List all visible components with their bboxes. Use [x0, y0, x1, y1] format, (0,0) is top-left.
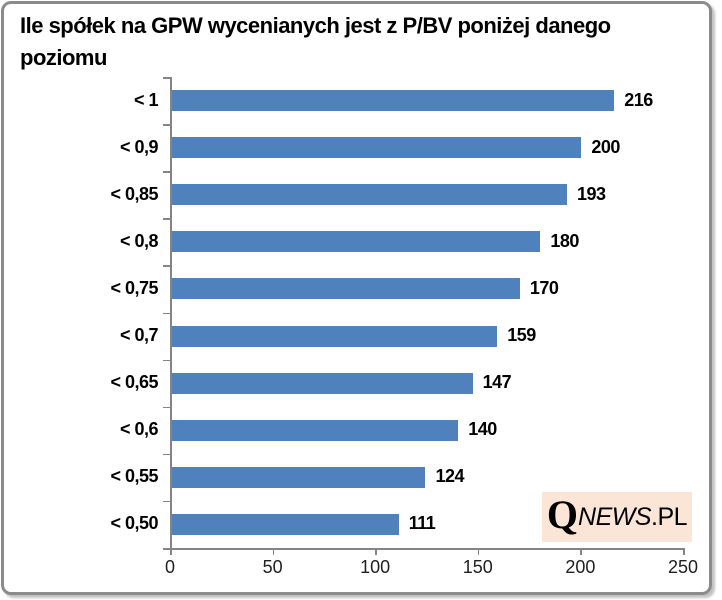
- x-tick: [683, 548, 685, 555]
- category-label: < 0,9: [119, 136, 159, 157]
- y-tick: [163, 548, 170, 550]
- category-label: < 1: [133, 89, 159, 110]
- chart-title: Ile spółek na GPW wycenianych jest z P/B…: [20, 13, 611, 70]
- y-tick: [163, 124, 170, 126]
- x-tick-label: 250: [667, 557, 699, 577]
- x-tick: [375, 548, 377, 555]
- x-tick-label: 200: [565, 557, 596, 577]
- bar: [171, 137, 582, 159]
- logo-domain-suffix: .PL: [651, 502, 688, 531]
- category-label: < 0,8: [119, 230, 159, 251]
- x-tick-label: 100: [360, 557, 391, 577]
- bar-value-label: 147: [482, 372, 512, 393]
- bar-value-label: 193: [577, 183, 606, 204]
- category-label: < 0,75: [110, 277, 158, 298]
- x-tick: [170, 548, 172, 555]
- y-tick: [163, 77, 170, 79]
- category-label: < 0,7: [119, 325, 159, 346]
- bar-value-label: 180: [550, 230, 579, 251]
- bar: [171, 231, 541, 253]
- y-tick: [163, 453, 170, 456]
- bar: [171, 90, 615, 112]
- qnews-logo: Q NEWS .PL: [542, 492, 692, 542]
- bar: [171, 513, 399, 535]
- bar-value-label: 200: [591, 136, 620, 157]
- x-tick: [272, 548, 275, 555]
- bar-value-label: 170: [529, 277, 559, 298]
- bar: [171, 325, 498, 347]
- y-tick: [163, 500, 170, 503]
- y-axis-line: [170, 77, 172, 548]
- category-label: < 0,50: [110, 513, 158, 534]
- bar: [171, 419, 459, 441]
- y-tick: [163, 406, 170, 409]
- x-tick-label: 0: [164, 557, 175, 577]
- bar-value-label: 159: [507, 325, 536, 346]
- x-axis-line: [170, 548, 684, 550]
- bar: [171, 278, 520, 300]
- category-label: < 0,6: [119, 419, 159, 440]
- bar: [171, 372, 473, 394]
- x-tick-label: 150: [462, 557, 493, 577]
- y-tick: [163, 218, 170, 220]
- bar: [171, 184, 568, 206]
- y-tick: [163, 359, 170, 362]
- bar-value-label: 216: [624, 89, 653, 110]
- logo-letter-q: Q: [546, 492, 579, 537]
- x-tick: [477, 548, 480, 555]
- bar-value-label: 111: [408, 513, 436, 534]
- logo-news-text: NEWS: [578, 502, 652, 531]
- x-tick-label: 50: [262, 557, 283, 577]
- bar-value-label: 140: [468, 419, 497, 440]
- y-tick: [163, 171, 170, 173]
- bar: [171, 466, 426, 488]
- category-label: < 0,85: [110, 183, 158, 204]
- y-tick: [163, 265, 170, 267]
- category-label: < 0,65: [110, 372, 158, 393]
- bar-value-label: 124: [435, 466, 464, 487]
- x-tick: [580, 548, 582, 555]
- y-tick: [163, 312, 170, 314]
- category-label: < 0,55: [110, 466, 158, 487]
